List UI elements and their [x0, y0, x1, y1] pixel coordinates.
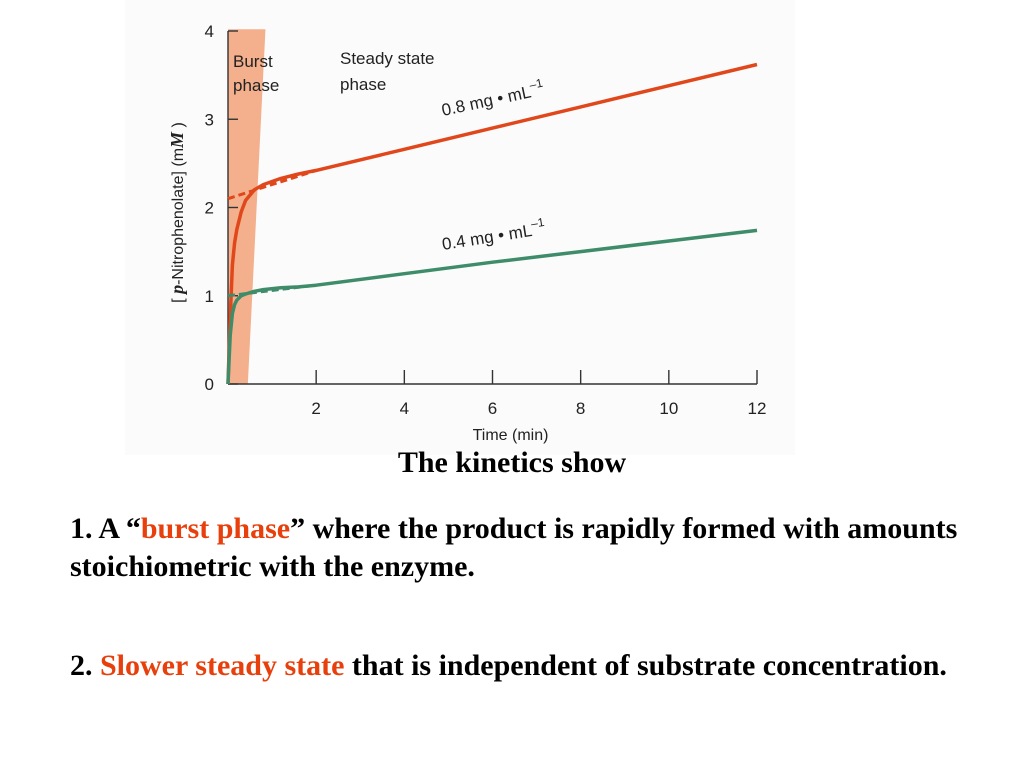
y-tick-label-2: 2 [205, 199, 214, 218]
y-axis-label-part-0: [ [170, 294, 187, 303]
y-axis-label-part-2: -Nitrophenolate] (m [170, 148, 187, 285]
steady-state-label-line2: phase [340, 75, 386, 94]
series-1-line [226, 228, 758, 385]
series-0-label-superscript: –1 [528, 76, 544, 93]
x-tick-label-6: 6 [488, 399, 497, 418]
point-1-highlight: burst phase [140, 512, 291, 545]
x-tick-label-12: 12 [748, 399, 767, 418]
y-tick-label-3: 3 [205, 110, 214, 129]
x-axis-label: Time (min) [473, 427, 549, 444]
y-tick-label-1: 1 [205, 287, 214, 306]
y-axis-label-part-4: ) [170, 122, 187, 132]
point-2-suffix: that is independent of substrate concent… [344, 649, 947, 682]
y-tick-label-4: 4 [205, 22, 214, 41]
caption-title: The kinetics show [397, 446, 627, 479]
x-tick-label-4: 4 [400, 399, 409, 418]
y-axis-label: [ p-Nitrophenolate] (mM ) [167, 122, 187, 303]
series-1-label-superscript: –1 [530, 215, 546, 231]
y-axis-label-part-3: M [167, 131, 187, 149]
x-tick-label-8: 8 [576, 399, 585, 418]
y-axis-label-part-1: p [167, 285, 187, 296]
y-tick-label-0: 0 [205, 375, 214, 394]
steady-state-label-line1: Steady state [340, 49, 435, 68]
series-0-label-text: 0.8 mg • mL [440, 82, 533, 120]
point-1-prefix: 1. A “ [70, 512, 141, 545]
point-1: 1. A “burst phase” where the product is … [70, 510, 970, 586]
x-tick-label-10: 10 [659, 399, 678, 418]
point-1-suffix: ” where the product is rapidly formed wi… [70, 512, 958, 583]
point-2: 2. Slower steady state that is independe… [70, 647, 970, 685]
point-2-prefix: 2. [70, 649, 100, 682]
burst-phase-label-line1: Burst [233, 52, 273, 71]
series-0-line [226, 62, 758, 385]
series-0-label: 0.8 mg • mL–1 [439, 76, 546, 120]
x-tick-label-2: 2 [311, 399, 320, 418]
burst-phase-label-line2: phase [233, 76, 279, 95]
series-1-label-text: 0.4 mg • mL [441, 221, 534, 254]
series-1-label: 0.4 mg • mL–1 [440, 215, 547, 254]
point-2-highlight: Slower steady state [100, 649, 345, 682]
